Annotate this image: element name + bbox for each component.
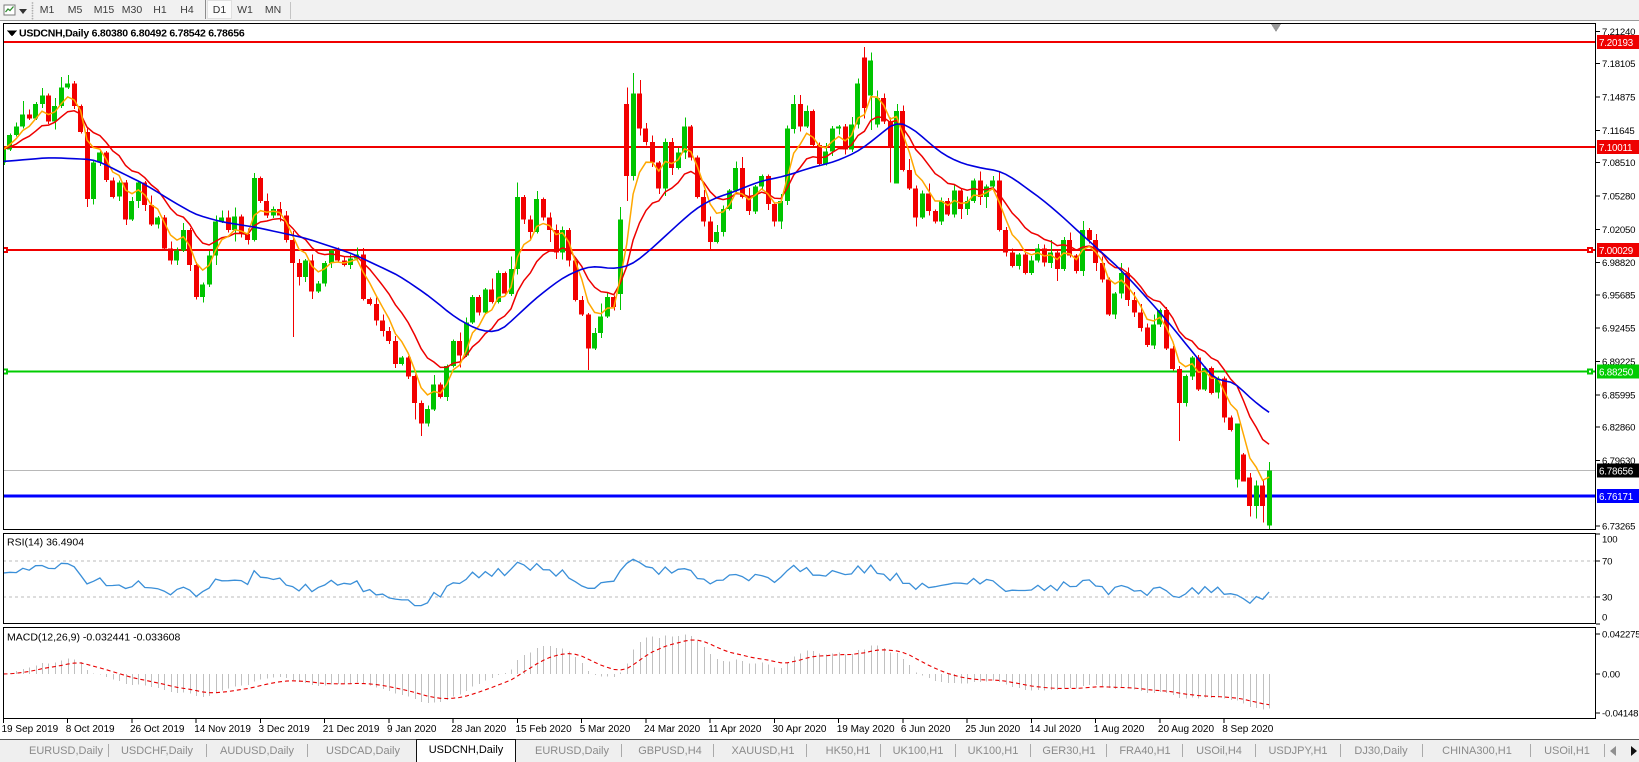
svg-text:0: 0: [1602, 613, 1607, 624]
svg-text:8 Sep 2020: 8 Sep 2020: [1222, 724, 1274, 735]
svg-text:USDCNH,Daily 6.80380 6.80492: USDCNH,Daily 6.80380 6.80492 6.78542 6.7…: [19, 28, 245, 40]
svg-text:6.76171: 6.76171: [1599, 492, 1633, 503]
svg-text:28 Jan 2020: 28 Jan 2020: [451, 724, 506, 735]
svg-text:-0.04148: -0.04148: [1602, 709, 1638, 720]
svg-text:70: 70: [1602, 557, 1612, 568]
svg-text:6.88250: 6.88250: [1599, 368, 1634, 379]
svg-text:7.14875: 7.14875: [1602, 93, 1635, 104]
svg-text:19 May 2020: 19 May 2020: [837, 724, 895, 735]
svg-text:1 Aug 2020: 1 Aug 2020: [1094, 724, 1145, 735]
svg-text:8 Oct 2019: 8 Oct 2019: [66, 724, 115, 735]
svg-text:7.11645: 7.11645: [1602, 126, 1635, 137]
svg-text:11 Apr 2020: 11 Apr 2020: [708, 724, 762, 735]
svg-text:19 Sep 2019: 19 Sep 2019: [2, 724, 59, 735]
svg-text:7.21240: 7.21240: [1602, 27, 1635, 38]
svg-text:RSI(14) 36.4904: RSI(14) 36.4904: [7, 537, 84, 549]
svg-text:0.00: 0.00: [1602, 670, 1620, 681]
svg-text:6.82860: 6.82860: [1602, 423, 1635, 434]
svg-text:25 Jun 2020: 25 Jun 2020: [965, 724, 1020, 735]
svg-text:30 Apr 2020: 30 Apr 2020: [773, 724, 827, 735]
svg-text:7.10011: 7.10011: [1599, 143, 1632, 154]
svg-text:5 Mar 2020: 5 Mar 2020: [580, 724, 631, 735]
svg-text:7.18105: 7.18105: [1602, 59, 1635, 70]
svg-text:7.00029: 7.00029: [1599, 246, 1633, 257]
svg-text:6.79630: 6.79630: [1602, 456, 1635, 467]
svg-text:9 Jan 2020: 9 Jan 2020: [387, 724, 437, 735]
svg-text:21 Dec 2019: 21 Dec 2019: [323, 724, 380, 735]
svg-text:6.95685: 6.95685: [1602, 290, 1635, 301]
svg-text:20 Aug 2020: 20 Aug 2020: [1158, 724, 1215, 735]
svg-text:14 Jul 2020: 14 Jul 2020: [1029, 724, 1081, 735]
svg-text:15 Feb 2020: 15 Feb 2020: [516, 724, 573, 735]
svg-text:7.05280: 7.05280: [1602, 191, 1635, 202]
svg-text:24 Mar 2020: 24 Mar 2020: [644, 724, 701, 735]
svg-text:7.20193: 7.20193: [1599, 38, 1634, 49]
svg-text:6.78656: 6.78656: [1599, 467, 1634, 478]
svg-text:6.98820: 6.98820: [1602, 258, 1635, 269]
svg-text:6 Jun 2020: 6 Jun 2020: [901, 724, 951, 735]
svg-text:6.89225: 6.89225: [1602, 357, 1635, 368]
svg-text:26 Oct 2019: 26 Oct 2019: [130, 724, 185, 735]
svg-text:MACD(12,26,9) -0.032441 -0.033: MACD(12,26,9) -0.032441 -0.033608: [7, 632, 181, 644]
svg-text:6.73265: 6.73265: [1602, 522, 1635, 533]
svg-text:100: 100: [1602, 535, 1617, 546]
svg-text:6.85995: 6.85995: [1602, 390, 1635, 401]
svg-text:0.042275: 0.042275: [1602, 630, 1639, 641]
svg-text:7.02050: 7.02050: [1602, 225, 1635, 236]
svg-text:14 Nov 2019: 14 Nov 2019: [194, 724, 251, 735]
svg-text:3 Dec 2019: 3 Dec 2019: [259, 724, 311, 735]
svg-text:30: 30: [1602, 593, 1612, 604]
svg-text:6.92455: 6.92455: [1602, 324, 1635, 335]
svg-text:7.08510: 7.08510: [1602, 158, 1635, 169]
